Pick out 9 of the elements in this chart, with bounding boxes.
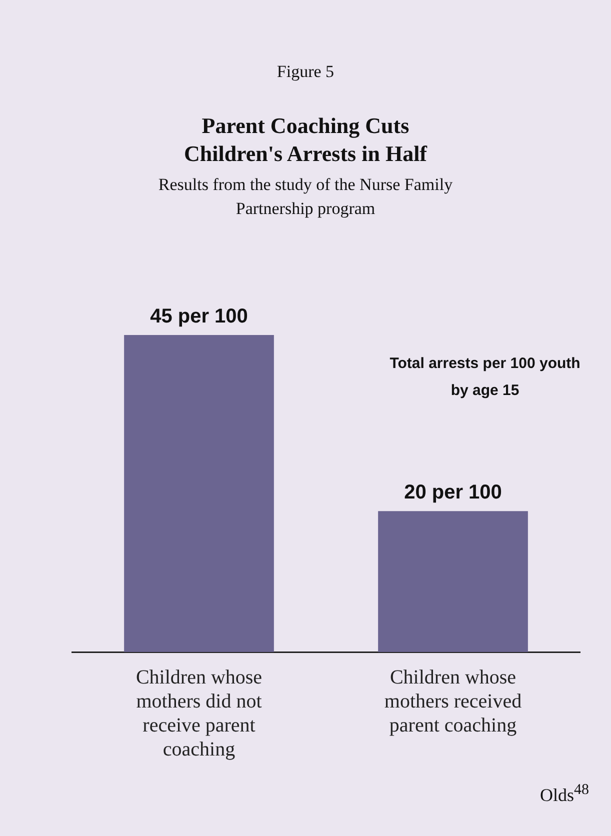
data-label: 45 per 100 <box>150 306 248 328</box>
chart-title: Parent Coaching Cuts Children's Arrests in Half <box>182 112 428 168</box>
annotation: Total arrests per 100 youth by age 15 <box>388 354 582 401</box>
data-label: 20 per 100 <box>404 482 502 504</box>
x-tick-label: Children whose mothers did not receive parent coaching <box>136 666 262 760</box>
text: Olds$^{48}$ <box>540 782 589 806</box>
caption: Figure 5 <box>276 62 336 82</box>
x-tick-label: Children whose mothers received parent coaching <box>384 666 522 736</box>
chart-subtitle: Results from the study of the Nurse Family Partnership program <box>157 174 454 220</box>
